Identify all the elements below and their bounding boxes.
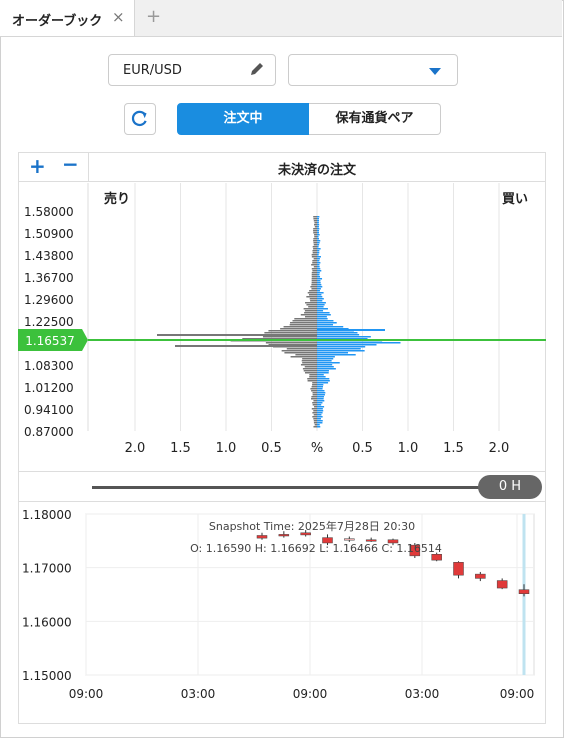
zoom-out-icon[interactable]: − — [62, 152, 79, 176]
refresh-button[interactable] — [124, 103, 156, 135]
tab-label: オーダーブック — [12, 14, 103, 29]
sell-label: 売り — [104, 192, 131, 207]
time-slider-handle[interactable]: 0 H — [478, 475, 542, 499]
time-slider-track[interactable] — [92, 486, 486, 489]
panel-title: 未決済の注文 — [277, 163, 356, 178]
pair-dropdown[interactable] — [288, 54, 458, 86]
tab-open-orders[interactable]: 注文中 — [177, 103, 309, 135]
refresh-icon — [131, 110, 147, 127]
tab-bar: オーダーブック × + — [0, 0, 562, 37]
chevron-down-icon — [429, 68, 441, 75]
zoom-in-icon[interactable]: + — [29, 154, 46, 178]
current-price-value: 1.16537 — [25, 334, 75, 348]
buy-label: 買い — [502, 192, 529, 207]
header-divider — [88, 152, 89, 182]
add-tab-icon[interactable]: + — [146, 6, 162, 27]
close-icon[interactable]: × — [112, 8, 125, 26]
order-book-panel — [18, 152, 546, 472]
pencil-icon[interactable] — [249, 61, 265, 77]
candle-chart-panel — [18, 502, 546, 724]
tab-open-positions[interactable]: 保有通貨ペア — [309, 103, 441, 135]
header-divider-line — [18, 181, 546, 182]
current-price-tag: 1.16537 — [18, 329, 88, 351]
currency-pair-value: EUR/USD — [123, 63, 182, 78]
tab-order-book[interactable]: オーダーブック × — [0, 0, 135, 36]
currency-pair-field[interactable]: EUR/USD — [108, 54, 276, 86]
